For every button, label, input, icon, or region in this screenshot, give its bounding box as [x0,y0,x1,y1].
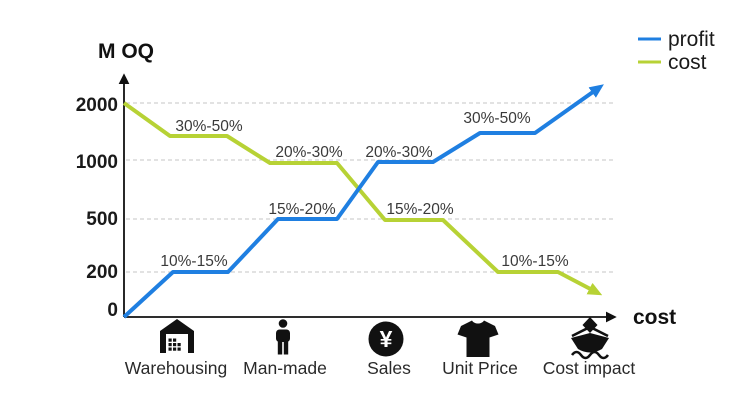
axes [118,73,617,323]
profit-range-labels: 10%-15% 15%-20% 20%-30% 30%-50% [160,110,530,270]
y-axis-title: M OQ [98,40,154,63]
person-icon [276,319,290,355]
category-label-sales: Sales [367,358,411,378]
y-tick-2000: 2000 [76,95,118,116]
y-tick-200: 200 [86,262,118,283]
legend-profit-label: profit [668,28,715,51]
profit-range-label-4: 30%-50% [463,110,530,127]
cost-range-label-2: 20%-30% [275,144,342,161]
yen-glyph: ¥ [380,326,393,352]
category-label-warehousing: Warehousing [125,358,227,378]
x-axis-title: cost [633,306,676,329]
cost-range-label-4: 10%-15% [501,253,568,270]
cost-line [122,101,603,296]
category-label-man-made: Man-made [243,358,327,378]
category-sales: ¥ Sales [367,321,411,378]
category-label-unit-price: Unit Price [442,358,518,378]
profit-range-label-1: 10%-15% [160,253,227,270]
category-man-made: Man-made [243,319,327,378]
legend-cost-label: cost [668,51,707,74]
y-tick-1000: 1000 [76,152,118,173]
ship-icon [570,317,610,360]
cost-range-label-3: 15%-20% [386,201,453,218]
profit-line [122,84,604,319]
category-warehousing: Warehousing [125,319,227,378]
warehouse-icon [160,319,194,353]
profit-range-label-2: 15%-20% [268,201,335,218]
category-cost-impact: Cost impact [543,317,636,378]
legend: profit cost [638,28,715,74]
y-tick-500: 500 [86,209,118,230]
tshirt-icon [457,320,499,357]
category-unit-price: Unit Price [442,320,518,378]
yen-coin-icon: ¥ [368,321,404,357]
cost-range-label-1: 30%-50% [175,118,242,135]
profit-range-label-3: 20%-30% [365,144,432,161]
y-tick-0: 0 [107,300,118,321]
category-label-cost-impact: Cost impact [543,358,636,378]
y-tick-labels: 2000 1000 500 200 0 [76,95,118,321]
cost-range-labels: 30%-50% 20%-30% 15%-20% 10%-15% [175,118,568,270]
